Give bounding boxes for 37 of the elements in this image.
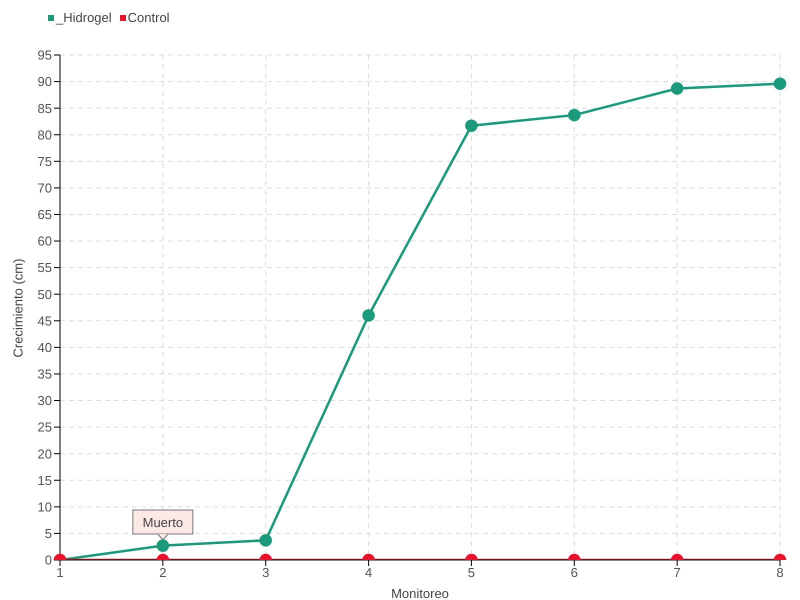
- point: [774, 77, 786, 90]
- y-tick-label: 30: [38, 393, 52, 408]
- x-tick-label: 2: [159, 565, 166, 580]
- y-tick-label: 80: [38, 127, 52, 142]
- x-tick-label: 7: [674, 565, 681, 580]
- x-tick-label: 1: [56, 565, 64, 580]
- y-tick-label: 10: [38, 499, 52, 514]
- legend-label: _Hidrogel: [54, 10, 112, 25]
- y-tick-label: 40: [38, 340, 52, 355]
- x-tick-label: 8: [776, 565, 784, 580]
- legend-label: Control: [126, 10, 170, 25]
- y-tick-label: 55: [38, 260, 52, 276]
- y-tick-label: 90: [38, 74, 52, 90]
- y-tick-label: 15: [38, 472, 52, 488]
- y-axis-title: Crecimiento (cm): [10, 258, 26, 358]
- annotation: Muerto: [142, 515, 184, 530]
- y-tick-label: 95: [38, 48, 52, 63]
- y-tick-label: 75: [38, 154, 52, 169]
- y-tick-label: 20: [38, 446, 52, 462]
- x-tick-label: 5: [468, 565, 476, 580]
- y-tick-label: 85: [38, 100, 52, 116]
- y-tick-label: 70: [38, 180, 52, 196]
- y-tick-label: 60: [38, 234, 52, 249]
- x-tick-label: 6: [570, 565, 578, 580]
- y-tick-label: 5: [44, 526, 52, 542]
- x-axis-title: Monitoreo: [391, 586, 449, 600]
- point: [670, 82, 684, 95]
- y-tick-label: 50: [38, 286, 52, 302]
- y-tick-label: 65: [38, 207, 52, 222]
- x-tick-label: 3: [262, 565, 270, 580]
- x-tick-label: 4: [364, 565, 372, 580]
- y-tick-label: 35: [38, 366, 52, 382]
- point: [465, 119, 478, 132]
- y-tick-label: 45: [38, 313, 52, 328]
- y-tick-label: 0: [44, 552, 52, 568]
- point: [568, 108, 581, 122]
- y-tick-label: 25: [38, 420, 52, 435]
